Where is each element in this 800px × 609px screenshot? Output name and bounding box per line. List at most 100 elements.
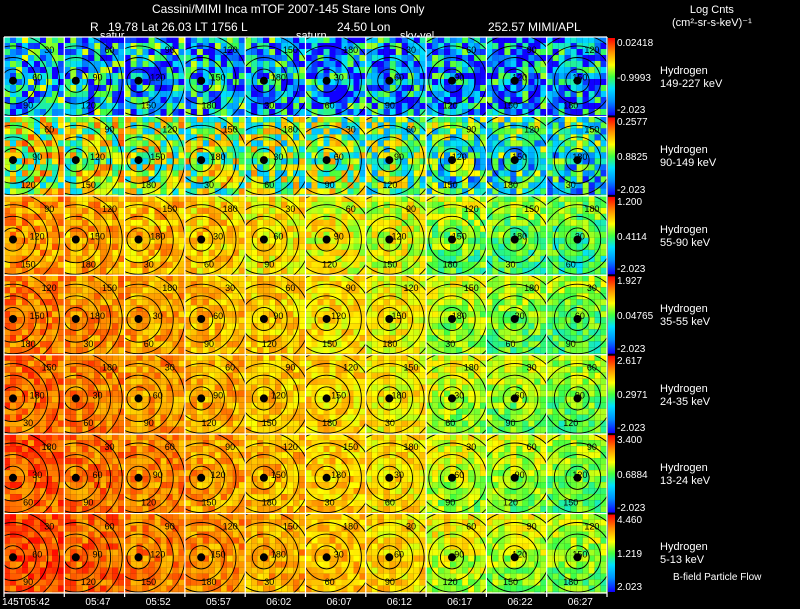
- saturn-marker: [385, 315, 394, 323]
- saturn-marker: [134, 394, 143, 403]
- contour-label: 150: [382, 259, 397, 269]
- saturn-marker: [448, 235, 456, 244]
- contour-line: [365, 283, 425, 355]
- energy-row-label: Hydrogen 35-55 keV: [660, 303, 710, 329]
- contour-label: 150: [563, 498, 578, 508]
- contour-line: [439, 68, 465, 93]
- contour-line: [124, 215, 163, 264]
- contour-label: 150: [162, 204, 177, 214]
- saturn-marker: [448, 553, 456, 562]
- contour-label: 120: [150, 549, 165, 559]
- heatmap-cell: [546, 275, 607, 355]
- contour-line: [426, 522, 487, 593]
- contour-label: 60: [575, 311, 585, 321]
- time-tick-label: 06:22: [507, 597, 533, 608]
- contour-line: [546, 522, 608, 593]
- contour-line: [184, 442, 237, 514]
- contour-line: [184, 374, 225, 423]
- contour-label: 60: [23, 498, 33, 508]
- contour-line: [553, 136, 602, 184]
- contour-line: [553, 57, 602, 105]
- heatmap-cell: [64, 434, 125, 514]
- contour-line: [491, 57, 539, 105]
- saturn-marker: [322, 235, 331, 244]
- colorbar-mid-label: 0.8825: [617, 152, 648, 164]
- colorbar-min-label: 2.023: [617, 582, 643, 593]
- saturn-marker: [573, 315, 582, 323]
- contour-label: 120: [403, 283, 418, 293]
- contour-label: 60: [213, 311, 223, 321]
- saturn-marker: [448, 315, 456, 323]
- contour-label: 150: [322, 339, 337, 349]
- contour-line: [553, 454, 602, 502]
- heatmap-cell: [245, 434, 306, 514]
- contour-line: [124, 454, 163, 502]
- contour-line: [64, 204, 112, 275]
- energy-range-label: 5-13 keV: [660, 554, 705, 567]
- contour-label: 90: [32, 152, 42, 162]
- contour-label: 30: [527, 363, 537, 373]
- contour-label: 150: [211, 73, 226, 83]
- contour-line: [486, 522, 547, 593]
- contour-label: 30: [204, 180, 214, 190]
- colorbar: [608, 38, 615, 116]
- contour-label: 150: [452, 232, 467, 242]
- contour-line: [124, 136, 163, 184]
- contour-label: 150: [283, 45, 298, 55]
- contour-line: [502, 465, 527, 490]
- contour-label: 90: [385, 577, 395, 587]
- contour-line: [502, 306, 527, 332]
- contour-line: [565, 227, 590, 252]
- contour-label: 150: [21, 259, 36, 269]
- time-tick-label: 06:02: [266, 597, 292, 608]
- contour-line: [428, 533, 476, 581]
- contour-label: 150: [81, 180, 96, 190]
- contour-label: 180: [201, 577, 216, 587]
- contour-line: [64, 386, 88, 411]
- contour-line: [124, 363, 174, 434]
- contour-label: 120: [141, 498, 156, 508]
- saturn-marker: [322, 473, 331, 482]
- contour-label: 180: [271, 73, 286, 83]
- contour-label: 120: [271, 390, 286, 400]
- contour-line: [565, 386, 590, 411]
- contour-label: 90: [204, 339, 214, 349]
- energy-row-label: Hydrogen 24-35 keV: [660, 383, 710, 409]
- species-label: Hydrogen: [660, 303, 708, 316]
- contour-line: [124, 204, 174, 275]
- contour-line: [4, 386, 26, 411]
- contour-label: 180: [322, 418, 337, 428]
- contour-label: 60: [445, 418, 455, 428]
- contour-label: 120: [563, 418, 578, 428]
- contour-line: [439, 227, 465, 252]
- saturn-marker: [385, 394, 394, 403]
- contour-line: [314, 545, 339, 570]
- contour-line: [4, 522, 49, 593]
- contour-label: 150: [271, 470, 286, 480]
- contour-line: [27, 37, 60, 117]
- contour-line: [245, 45, 300, 116]
- contour-label: 120: [464, 204, 479, 214]
- contour-label: 90: [515, 470, 525, 480]
- contour-line: [89, 37, 123, 117]
- saturn-marker: [197, 235, 206, 244]
- contour-line: [305, 363, 362, 434]
- contour-line: [124, 57, 163, 105]
- contour-line: [491, 136, 539, 184]
- contour-line: [305, 522, 362, 593]
- contour-label: 180: [201, 101, 216, 111]
- contour-label: 30: [334, 549, 344, 559]
- contour-label: 180: [512, 232, 527, 242]
- contour-line: [4, 533, 37, 581]
- contour-line: [426, 442, 487, 514]
- contour-label: 30: [406, 522, 416, 532]
- contour-label: 180: [162, 283, 177, 293]
- contour-label: 180: [331, 470, 346, 480]
- contour-label: 60: [144, 339, 154, 349]
- heatmap-cell: [305, 195, 366, 276]
- contour-label: 120: [211, 470, 226, 480]
- heatmap-cell: [64, 275, 125, 355]
- contour-line: [124, 295, 163, 343]
- contour-label: 90: [23, 101, 33, 111]
- saturn-marker: [510, 315, 519, 323]
